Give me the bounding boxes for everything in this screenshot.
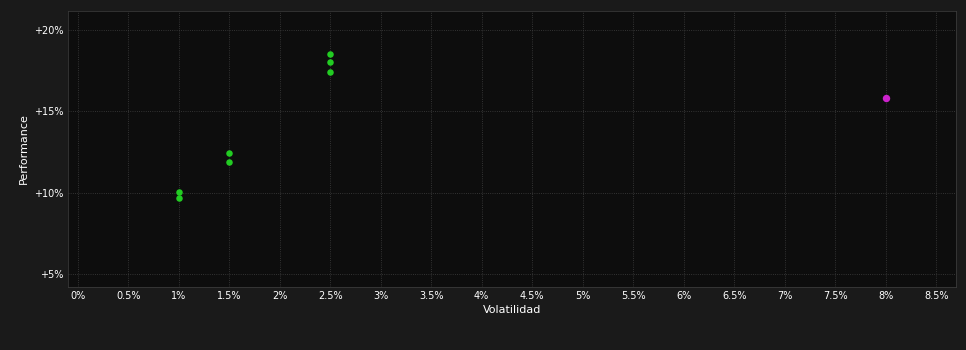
Point [878,96,894,101]
Point [323,51,338,56]
Point [171,189,186,195]
Point [171,195,186,200]
Y-axis label: Performance: Performance [18,113,28,184]
Point [323,70,338,75]
Point [221,159,237,164]
Point [323,59,338,64]
X-axis label: Volatilidad: Volatilidad [483,305,541,315]
Point [221,150,237,156]
